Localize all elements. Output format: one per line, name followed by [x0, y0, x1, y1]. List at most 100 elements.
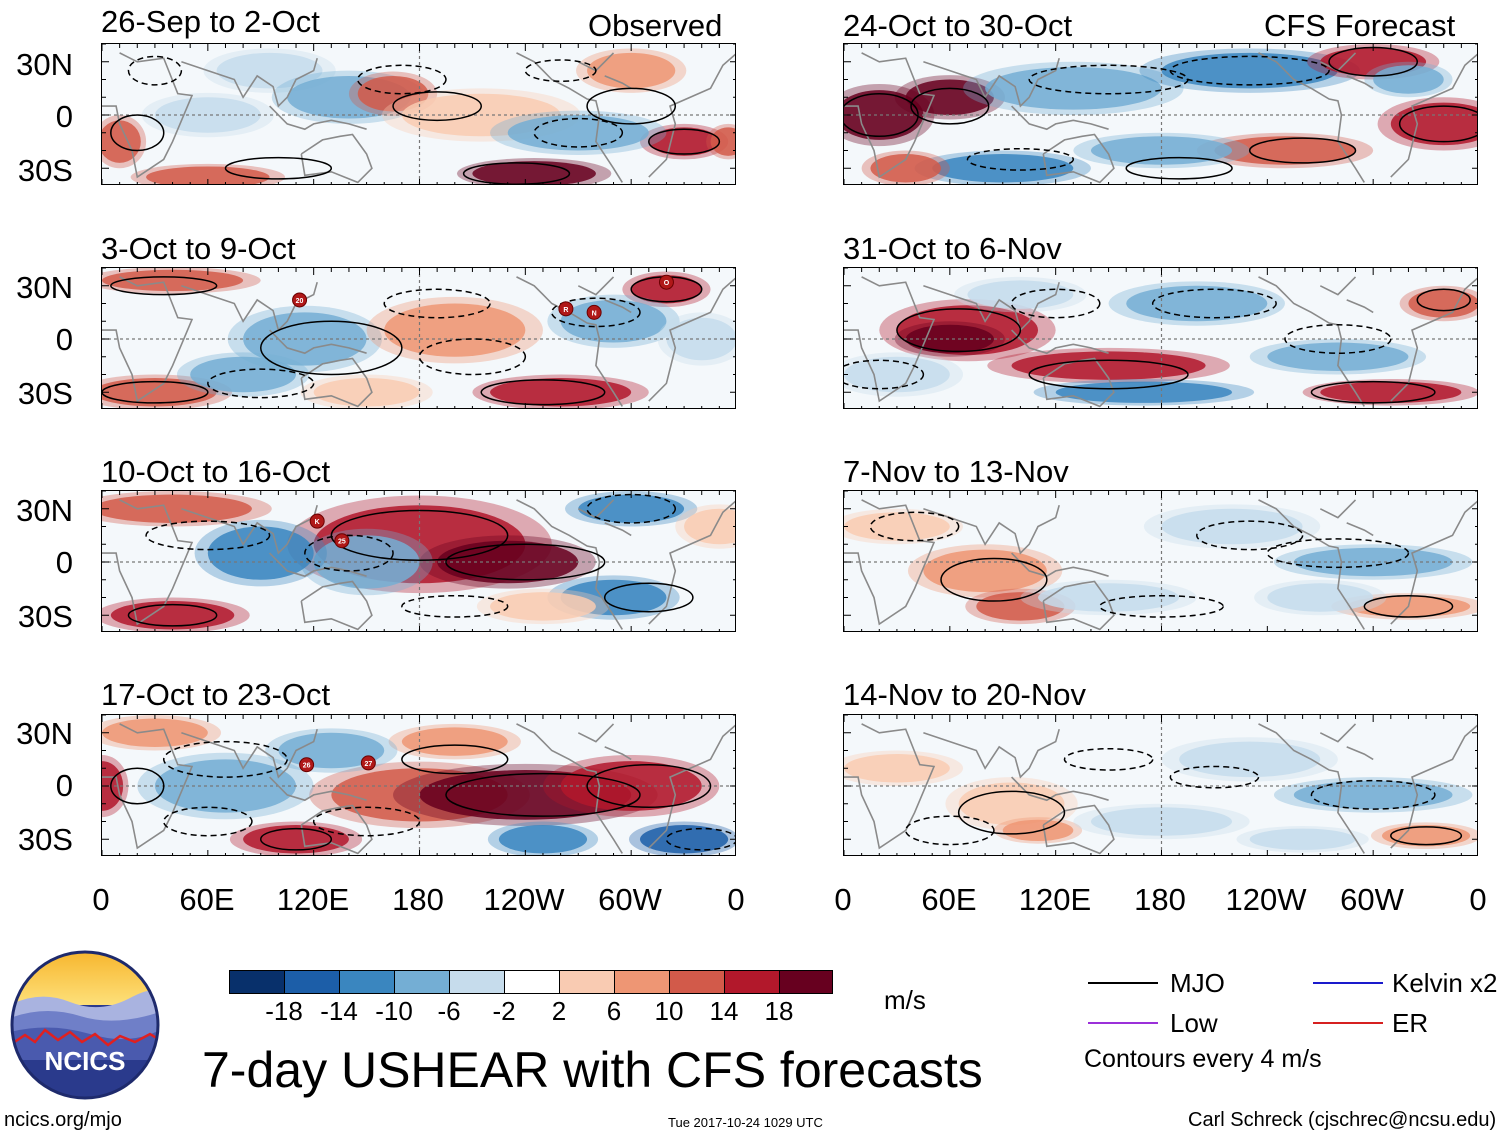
coastline — [577, 723, 615, 743]
lon-label-120w: 120W — [483, 882, 565, 917]
panel-title-obs-2: 3-Oct to 9-Oct — [101, 231, 296, 266]
colorbar-swatch-10 — [779, 970, 833, 994]
mjo-contour-positive — [896, 308, 1022, 353]
anomaly-blob — [870, 154, 942, 183]
map-field-f1 — [844, 268, 1477, 408]
anomaly-blob — [102, 120, 141, 163]
coastline — [1319, 499, 1357, 519]
mjo-contour-positive — [1390, 826, 1463, 846]
footer-author[interactable]: Carl Schreck (cjschrec@ncsu.edu) — [1188, 1109, 1497, 1131]
colorbar-swatch-4 — [449, 970, 505, 994]
coastline — [1011, 552, 1109, 578]
coastline — [1390, 500, 1477, 625]
coastline — [516, 276, 623, 407]
colorbar-tick: 18 — [764, 996, 794, 1026]
storm-marker-icon — [558, 301, 574, 317]
coastline — [844, 276, 936, 403]
anomaly-blob — [243, 312, 367, 366]
anomaly-blob — [1055, 381, 1233, 403]
mjo-contour-positive — [127, 603, 218, 627]
coastline — [1011, 105, 1109, 131]
coastline — [1011, 329, 1109, 355]
coastline — [516, 52, 623, 183]
anomaly-blob — [384, 303, 526, 357]
mjo-contour-positive — [940, 557, 1048, 602]
coastline — [181, 504, 318, 555]
storm-marker-icon — [586, 304, 602, 320]
panel-title-fc-1: 24-Oct to 30-Oct — [843, 8, 1073, 43]
mjo-contour-negative — [524, 59, 597, 83]
anomaly-blob — [102, 494, 252, 523]
mjo-contour-positive — [392, 91, 482, 122]
mjo-contour-positive — [480, 379, 606, 406]
storm-marker-label: R — [563, 307, 568, 314]
coastline — [516, 499, 623, 630]
mjo-contour-negative — [1196, 520, 1304, 551]
coastline — [102, 52, 194, 179]
lon-label-0-end: 0 — [1469, 882, 1487, 917]
coastline — [844, 499, 936, 626]
panel-title-fc-3: 7-Nov to 13-Nov — [843, 454, 1069, 489]
coastline — [1319, 52, 1357, 72]
coastline — [604, 746, 632, 761]
mjo-contour-positive — [1125, 156, 1233, 180]
lat-label-30s: 30S — [17, 376, 73, 411]
panel-title-fc-2: 31-Oct to 6-Nov — [843, 231, 1062, 266]
map-panel-obs-1 — [101, 43, 736, 185]
coastline — [648, 724, 735, 849]
mjo-contour-negative — [1169, 55, 1330, 86]
coastline — [923, 504, 1060, 555]
anomaly-blob — [1408, 289, 1477, 318]
storm-marker-label: O — [664, 280, 670, 287]
logo-text: NCICS — [45, 1046, 126, 1076]
coastline — [269, 776, 367, 802]
anomaly-blob — [958, 782, 1065, 826]
footer-timestamp: Tue 2017-10-24 1029 UTC — [668, 1115, 823, 1130]
coastline — [516, 723, 623, 854]
map-field-f3 — [844, 715, 1477, 855]
coastline — [181, 728, 318, 779]
map-panel-obs-3: K 25 — [101, 490, 736, 632]
lon-label-60e: 60E — [921, 882, 977, 917]
mjo-contour-positive — [1363, 594, 1454, 618]
anomaly-blob — [1179, 741, 1321, 778]
lon-label-120w: 120W — [1225, 882, 1307, 917]
mjo-contour-negative — [1266, 538, 1410, 569]
lat-label-30n: 30N — [16, 270, 73, 305]
anomaly-blob — [1267, 583, 1374, 612]
coastline — [923, 57, 1060, 108]
footer-url[interactable]: ncics.org/mjo — [4, 1109, 122, 1131]
coastline — [577, 499, 615, 519]
coastline — [1258, 276, 1365, 407]
map-field-o3: 26 27 — [102, 715, 735, 855]
anomaly-blob — [507, 115, 649, 151]
legend-line-er — [1313, 1022, 1383, 1024]
coastline — [1042, 580, 1115, 631]
storm-marker: 25 — [334, 533, 350, 549]
lat-label-30s: 30S — [17, 153, 73, 188]
coastline — [1319, 276, 1357, 296]
map-panel-fc-2 — [843, 267, 1478, 409]
mjo-contour-positive — [445, 772, 641, 817]
anomaly-blob — [587, 52, 676, 89]
mjo-contour-negative — [1284, 324, 1392, 354]
anomaly-blob — [102, 718, 208, 747]
map-panel-fc-1 — [843, 43, 1478, 185]
lat-label-eq: 0 — [55, 99, 73, 134]
coastline — [1346, 522, 1374, 537]
anomaly-blob — [1249, 828, 1356, 850]
coastline — [1042, 804, 1115, 855]
coastline — [181, 57, 318, 108]
storm-marker-icon — [292, 292, 308, 308]
legend-line-kelvin — [1313, 982, 1383, 984]
mjo-contour-negative — [304, 534, 394, 572]
colorbar-swatch-7 — [614, 970, 670, 994]
anomaly-blob — [498, 825, 588, 854]
anomaly-blob — [154, 97, 261, 133]
mjo-contour-negative — [1099, 594, 1224, 618]
colorbar-tick: -10 — [375, 996, 413, 1026]
mjo-contour-positive — [102, 380, 209, 404]
storm-marker: R — [558, 301, 574, 317]
lon-label-120e: 120E — [1018, 882, 1092, 917]
anomaly-blob — [932, 154, 1074, 183]
